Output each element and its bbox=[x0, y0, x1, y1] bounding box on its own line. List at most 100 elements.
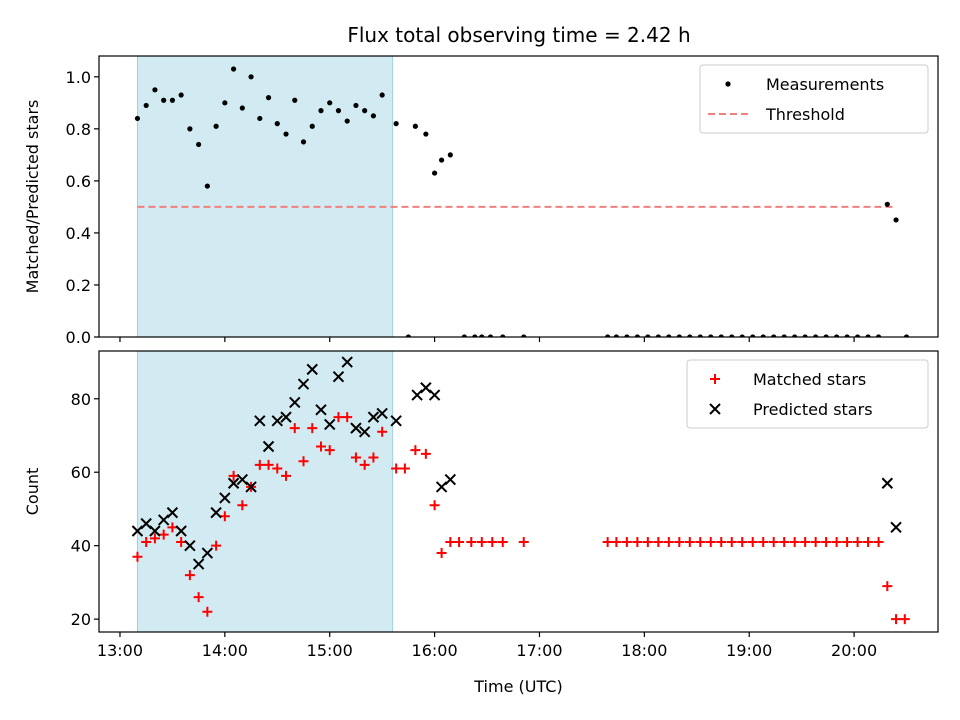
data-point bbox=[379, 92, 385, 98]
data-point bbox=[521, 334, 527, 337]
data-point bbox=[821, 537, 832, 548]
data-point bbox=[219, 511, 230, 522]
data-point bbox=[344, 118, 350, 124]
data-point bbox=[687, 334, 693, 337]
data-point bbox=[792, 334, 798, 337]
data-point bbox=[653, 537, 664, 548]
data-point bbox=[605, 334, 611, 337]
data-point bbox=[831, 537, 842, 548]
data-point bbox=[739, 334, 745, 337]
data-point bbox=[143, 102, 149, 109]
data-point bbox=[758, 537, 769, 548]
x-tick-label: 18:00 bbox=[621, 641, 667, 660]
data-point bbox=[222, 100, 228, 106]
data-point bbox=[695, 537, 706, 548]
data-point bbox=[611, 537, 622, 548]
data-point bbox=[497, 537, 508, 548]
data-point bbox=[716, 537, 727, 548]
data-point bbox=[429, 500, 440, 511]
data-point bbox=[318, 108, 324, 114]
data-point bbox=[697, 334, 703, 337]
data-point bbox=[676, 334, 682, 337]
data-point bbox=[152, 87, 158, 93]
data-point bbox=[315, 404, 327, 416]
y-tick-label: 0.8 bbox=[66, 120, 91, 139]
data-point bbox=[184, 570, 195, 581]
legend-marker-plus bbox=[710, 374, 720, 384]
data-point bbox=[376, 407, 388, 420]
data-point bbox=[245, 481, 257, 493]
data-point bbox=[254, 459, 265, 470]
x-tick-label: 17:00 bbox=[516, 641, 562, 660]
series-measurements bbox=[134, 66, 910, 337]
data-point bbox=[865, 334, 871, 337]
y-axis-label: Count bbox=[23, 468, 42, 516]
data-point bbox=[324, 418, 336, 431]
data-point bbox=[333, 412, 344, 423]
data-point bbox=[178, 92, 184, 98]
data-point bbox=[377, 426, 388, 437]
series-matched-stars bbox=[132, 412, 910, 625]
data-point bbox=[359, 459, 370, 470]
data-point bbox=[705, 537, 716, 548]
data-point bbox=[298, 456, 309, 467]
data-point bbox=[332, 371, 345, 383]
data-point bbox=[134, 115, 141, 122]
data-point bbox=[444, 473, 457, 486]
axes-frame bbox=[98, 350, 939, 633]
data-point bbox=[370, 113, 377, 119]
data-point bbox=[202, 606, 213, 617]
y-tick-label: 1.0 bbox=[66, 68, 91, 87]
data-point bbox=[428, 389, 441, 401]
legend-box bbox=[699, 64, 929, 134]
data-point bbox=[228, 470, 239, 481]
data-point bbox=[621, 537, 632, 548]
x-axis-label: Time (UTC) bbox=[473, 677, 562, 696]
data-point bbox=[789, 537, 800, 548]
data-point bbox=[300, 139, 307, 145]
y-tick-label: 60 bbox=[71, 463, 91, 482]
data-point bbox=[666, 334, 672, 337]
data-point bbox=[393, 121, 399, 127]
data-point bbox=[420, 448, 431, 459]
data-point bbox=[891, 614, 902, 625]
data-point bbox=[257, 115, 263, 122]
data-point bbox=[893, 217, 899, 223]
data-point bbox=[327, 100, 333, 106]
data-point bbox=[655, 334, 661, 337]
data-point bbox=[771, 334, 777, 337]
data-point bbox=[487, 334, 494, 337]
legend: Measurements Threshold bbox=[699, 64, 929, 134]
data-point bbox=[602, 537, 613, 548]
legend-label: Predicted stars bbox=[753, 400, 873, 419]
legend-marker-cross bbox=[709, 403, 721, 415]
data-point bbox=[193, 592, 204, 603]
data-point bbox=[800, 537, 811, 548]
data-point bbox=[890, 521, 902, 534]
x-tick-label: 13:00 bbox=[97, 641, 143, 660]
data-point bbox=[315, 441, 326, 452]
data-point bbox=[132, 551, 143, 562]
data-point bbox=[674, 537, 685, 548]
data-point bbox=[613, 334, 619, 337]
data-point bbox=[210, 506, 222, 519]
data-point bbox=[718, 334, 724, 337]
data-point bbox=[842, 537, 853, 548]
data-point bbox=[362, 108, 368, 114]
legend-label: Threshold bbox=[765, 105, 845, 124]
data-point bbox=[271, 415, 283, 427]
data-point bbox=[201, 547, 214, 559]
data-point bbox=[882, 581, 893, 592]
data-point bbox=[353, 102, 359, 109]
data-point bbox=[204, 183, 210, 189]
data-point bbox=[175, 525, 187, 537]
data-point bbox=[454, 537, 465, 548]
data-point bbox=[760, 334, 766, 337]
data-point bbox=[436, 548, 447, 559]
data-point bbox=[632, 537, 643, 548]
data-point bbox=[367, 411, 380, 423]
data-point bbox=[350, 422, 362, 434]
y-tick-label: 0.6 bbox=[66, 172, 91, 191]
data-point bbox=[184, 539, 196, 552]
